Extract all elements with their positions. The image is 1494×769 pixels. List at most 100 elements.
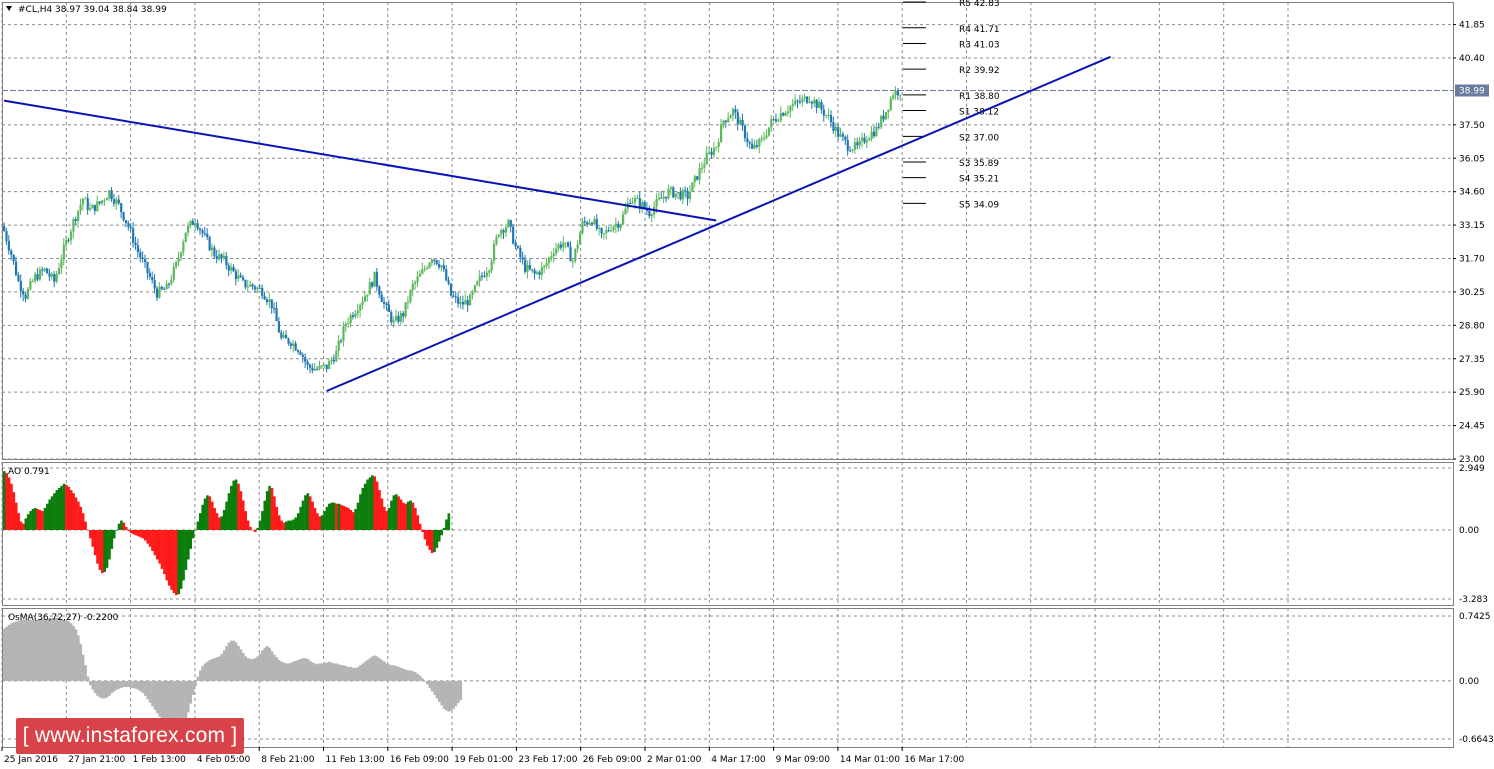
candle-up <box>861 137 864 141</box>
osma-bar <box>5 626 8 681</box>
candle-down <box>232 266 235 272</box>
candle-up <box>691 182 694 192</box>
ao-bar <box>141 529 145 539</box>
candle-up <box>827 115 830 117</box>
osma-bar <box>399 667 403 681</box>
osma-bar <box>187 680 190 713</box>
candle-down <box>755 145 759 147</box>
candle-down <box>466 300 469 306</box>
ao-bar <box>163 529 166 575</box>
ao-bar <box>356 502 360 530</box>
ao-bar <box>392 495 396 530</box>
candle-down <box>253 286 257 290</box>
candle-down <box>796 100 799 102</box>
ao-bar <box>208 496 212 530</box>
candle-down <box>832 122 835 132</box>
ao-bar <box>91 529 95 547</box>
osma-bar <box>423 680 427 682</box>
candle-up <box>409 290 412 302</box>
osma-bar <box>416 673 420 681</box>
ao-bar <box>390 500 393 530</box>
ao-bar <box>361 487 365 530</box>
pivot-label-r2: R2 39.92 <box>959 66 1000 76</box>
candle-up <box>320 365 324 367</box>
osma-bar <box>74 629 78 681</box>
ao-bar <box>38 510 42 530</box>
ao-bar <box>215 513 219 530</box>
candle-up <box>887 109 890 113</box>
candle-up <box>368 282 371 295</box>
candle-up <box>760 138 763 140</box>
candle-down <box>820 101 823 110</box>
osma-bar <box>72 625 75 681</box>
osma-bar <box>390 665 393 681</box>
ao-bar <box>46 503 49 530</box>
candle-up <box>84 198 87 200</box>
osma-bar <box>299 659 302 681</box>
osma-title: OsMA(36,72,27) -0.2200 <box>8 613 119 623</box>
candle-up <box>356 310 359 314</box>
osma-bar <box>330 662 334 681</box>
osma-bar <box>203 663 207 681</box>
candle-up <box>430 259 434 263</box>
candle-down <box>191 220 195 226</box>
osma-bar <box>177 680 181 735</box>
candle-up <box>526 264 529 272</box>
osma-bar <box>409 670 412 681</box>
price-tick-label: 40.40 <box>1459 54 1485 64</box>
ao-bar <box>165 529 169 581</box>
ao-bar <box>12 492 16 530</box>
candle-down <box>822 109 825 116</box>
ao-bar <box>447 513 451 530</box>
ao-bar <box>167 529 171 586</box>
ao-bar <box>280 520 283 530</box>
candle-down <box>397 315 400 322</box>
candle-up <box>535 272 539 274</box>
time-tick-label: 23 Feb 17:00 <box>518 755 577 765</box>
dropdown-arrow-icon[interactable] <box>6 6 12 11</box>
candle-down <box>287 338 290 344</box>
candle-up <box>667 188 670 199</box>
osma-bar <box>86 676 90 681</box>
osma-bar <box>175 680 178 735</box>
candle-up <box>411 284 414 291</box>
candle-up <box>789 106 792 112</box>
ao-bar <box>146 529 149 544</box>
candle-down <box>201 230 204 234</box>
osma-bar <box>373 655 377 681</box>
price-tick-label: 23.00 <box>1459 455 1485 465</box>
candle-down <box>665 196 668 199</box>
candle-down <box>724 120 727 123</box>
osma-bar <box>380 659 384 681</box>
pivot-levels: R5 42.83 R4 41.71 R3 41.03 R2 39.92 R1 38.80… <box>903 0 1000 210</box>
candle-up <box>459 301 462 304</box>
osma-bar <box>244 656 247 681</box>
osma-bar <box>418 675 422 681</box>
osma-bar <box>194 680 197 687</box>
candle-down <box>378 286 381 295</box>
ao-bar <box>24 518 28 530</box>
osma-bar <box>89 680 92 686</box>
candle-down <box>14 261 18 276</box>
candle-up <box>545 263 548 266</box>
candle-down <box>36 274 39 280</box>
candle-up <box>712 147 716 156</box>
trendline-ascending <box>326 55 1111 392</box>
candle-up <box>490 260 493 271</box>
time-tick-label: 11 Feb 13:00 <box>326 755 385 765</box>
candle-down <box>136 245 140 253</box>
candle-up <box>100 200 104 204</box>
candle-up <box>657 197 661 200</box>
candle-up <box>708 151 711 153</box>
osma-bar <box>129 680 133 688</box>
ao-bar <box>411 502 415 530</box>
panel-frame-2 <box>2 462 1454 606</box>
osma-bar <box>256 656 259 681</box>
ao-bar <box>387 507 391 530</box>
osma-bar <box>62 619 66 681</box>
osma-bar <box>394 666 398 681</box>
candle-down <box>308 365 312 368</box>
ao-bar <box>201 504 204 530</box>
osma-bar <box>55 617 59 681</box>
candle-up <box>813 100 816 104</box>
